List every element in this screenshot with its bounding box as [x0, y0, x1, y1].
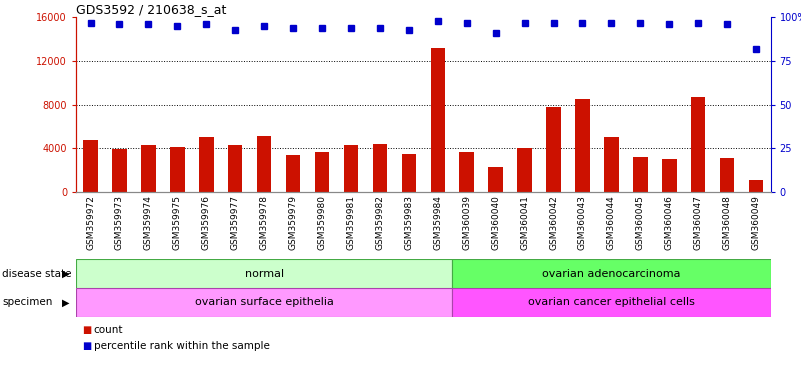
Text: normal: normal	[244, 268, 284, 279]
Bar	[257, 136, 272, 192]
Bar	[691, 97, 706, 192]
Text: ovarian surface epithelia: ovarian surface epithelia	[195, 297, 334, 308]
Text: percentile rank within the sample: percentile rank within the sample	[94, 341, 270, 351]
Text: GDS3592 / 210638_s_at: GDS3592 / 210638_s_at	[76, 3, 227, 16]
Bar	[141, 145, 155, 192]
Text: GSM360044: GSM360044	[607, 195, 616, 250]
Text: GSM359979: GSM359979	[288, 195, 298, 250]
Text: specimen: specimen	[2, 297, 53, 308]
Text: GSM360041: GSM360041	[520, 195, 529, 250]
Bar	[344, 145, 358, 192]
Bar	[749, 180, 763, 192]
Bar	[372, 144, 387, 192]
Text: GSM360046: GSM360046	[665, 195, 674, 250]
Bar	[83, 140, 98, 192]
Bar	[112, 149, 127, 192]
Text: count: count	[94, 325, 123, 335]
Bar	[453, 259, 771, 288]
Text: GSM360040: GSM360040	[491, 195, 500, 250]
Bar	[662, 159, 677, 192]
Bar	[517, 148, 532, 192]
Text: GSM360045: GSM360045	[636, 195, 645, 250]
Bar	[199, 137, 214, 192]
Text: GSM359974: GSM359974	[144, 195, 153, 250]
Text: GSM359978: GSM359978	[260, 195, 268, 250]
Text: ▶: ▶	[62, 297, 70, 308]
Bar	[76, 259, 453, 288]
Text: GSM359981: GSM359981	[347, 195, 356, 250]
Text: GSM360049: GSM360049	[751, 195, 761, 250]
Text: GSM359977: GSM359977	[231, 195, 239, 250]
Bar	[453, 288, 771, 317]
Text: GSM359984: GSM359984	[433, 195, 442, 250]
Bar	[401, 154, 416, 192]
Bar	[286, 155, 300, 192]
Text: GSM359983: GSM359983	[405, 195, 413, 250]
Bar	[228, 145, 243, 192]
Text: GSM360048: GSM360048	[723, 195, 731, 250]
Text: ovarian cancer epithelial cells: ovarian cancer epithelial cells	[528, 297, 694, 308]
Bar	[604, 137, 618, 192]
Bar	[76, 288, 453, 317]
Text: GSM359976: GSM359976	[202, 195, 211, 250]
Bar	[170, 147, 184, 192]
Text: GSM360043: GSM360043	[578, 195, 587, 250]
Text: GSM359980: GSM359980	[317, 195, 327, 250]
Bar	[546, 107, 561, 192]
Bar	[460, 152, 474, 192]
Text: GSM360047: GSM360047	[694, 195, 702, 250]
Bar	[315, 152, 329, 192]
Text: ■: ■	[83, 325, 92, 335]
Text: GSM359972: GSM359972	[86, 195, 95, 250]
Text: GSM359975: GSM359975	[173, 195, 182, 250]
Text: GSM359973: GSM359973	[115, 195, 124, 250]
Text: ▶: ▶	[62, 268, 70, 279]
Bar	[720, 158, 735, 192]
Bar	[575, 99, 590, 192]
Text: GSM359982: GSM359982	[376, 195, 384, 250]
Bar	[431, 48, 445, 192]
Bar	[633, 157, 647, 192]
Text: ovarian adenocarcinoma: ovarian adenocarcinoma	[542, 268, 681, 279]
Text: GSM360039: GSM360039	[462, 195, 471, 250]
Text: GSM360042: GSM360042	[549, 195, 558, 250]
Text: ■: ■	[83, 341, 92, 351]
Bar	[489, 167, 503, 192]
Text: disease state: disease state	[2, 268, 72, 279]
